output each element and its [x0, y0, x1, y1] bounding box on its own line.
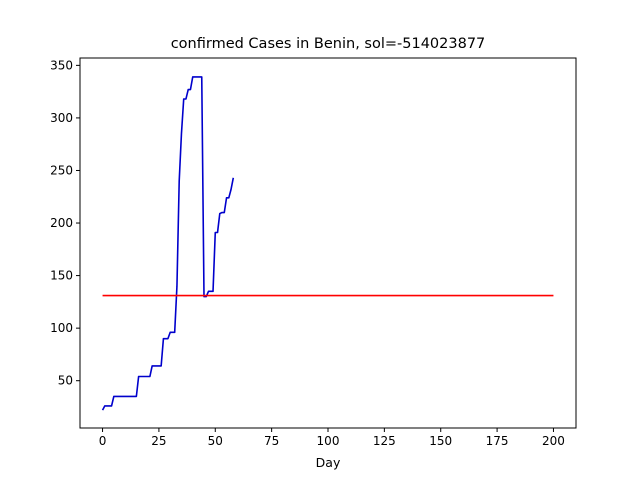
x-tick-label: 150	[429, 434, 452, 448]
y-tick-label: 350	[50, 58, 73, 72]
y-tick-label: 100	[50, 321, 73, 335]
x-tick-label: 125	[373, 434, 396, 448]
y-tick-label: 50	[58, 374, 73, 388]
x-tick-label: 175	[486, 434, 509, 448]
y-tick-label: 250	[50, 163, 73, 177]
plot-layer	[101, 76, 554, 411]
x-tick-label: 100	[317, 434, 340, 448]
x-tick-label: 200	[542, 434, 565, 448]
series-line-0	[101, 76, 235, 411]
chart-title: confirmed Cases in Benin, sol=-514023877	[171, 36, 486, 52]
y-axis-ticks: 50 100 150 200 250 300 350	[50, 58, 80, 388]
y-tick-label: 300	[50, 111, 73, 125]
x-tick-label: 25	[151, 434, 166, 448]
y-tick-label: 150	[50, 269, 73, 283]
x-tick-label: 75	[264, 434, 279, 448]
x-tick-label: 0	[99, 434, 107, 448]
y-tick-label: 200	[50, 216, 73, 230]
x-axis-ticks: 0 25 50 75 100 125 150 175 200	[99, 428, 565, 448]
x-tick-label: 50	[208, 434, 223, 448]
x-axis-label: Day	[316, 455, 341, 470]
